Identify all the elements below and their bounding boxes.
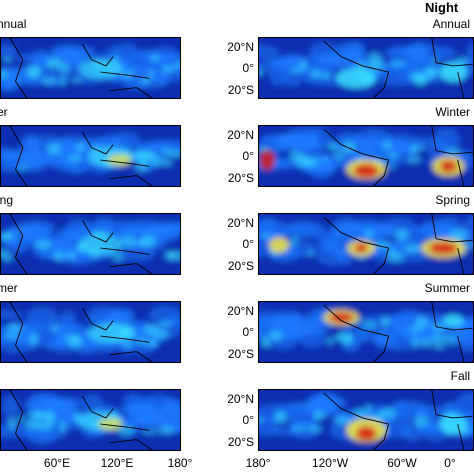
left-coastline-4 bbox=[9, 302, 153, 362]
right-lon-label-4: 0° bbox=[444, 456, 456, 470]
left-panel-title-1: nnual bbox=[0, 17, 27, 31]
lat-label-5-2: 0° bbox=[242, 413, 254, 427]
lat-label-5-3: 20°S bbox=[227, 435, 254, 449]
right-coastline-5 bbox=[323, 390, 473, 450]
left-coastline-5 bbox=[9, 390, 153, 450]
lat-label-3-1: 20°N bbox=[227, 216, 254, 230]
left-heatmap-5 bbox=[1, 390, 180, 450]
left-map-panel-5 bbox=[0, 389, 181, 451]
left-map-panel-4 bbox=[0, 301, 181, 363]
right-heatmap-5 bbox=[259, 390, 473, 450]
left-map-panel-3 bbox=[0, 213, 181, 275]
lat-label-1-2: 0° bbox=[242, 61, 254, 75]
lat-label-2-3: 20°S bbox=[227, 171, 254, 185]
left-lon-label-1: 60°E bbox=[43, 456, 71, 470]
lat-label-3-2: 0° bbox=[242, 237, 254, 251]
left-heatmap-3 bbox=[1, 214, 180, 274]
left-lon-label-3: 180° bbox=[167, 456, 193, 470]
left-coastline-1 bbox=[9, 38, 153, 98]
lat-label-4-2: 0° bbox=[242, 325, 254, 339]
left-heatmap-4 bbox=[1, 302, 180, 362]
right-column-title: Night bbox=[425, 0, 459, 15]
right-coastline-2 bbox=[323, 126, 473, 186]
left-panel-title-3: ing bbox=[0, 193, 14, 207]
lat-label-2-1: 20°N bbox=[227, 128, 254, 142]
right-map-panel-5 bbox=[258, 389, 474, 451]
lat-label-5-1: 20°N bbox=[227, 392, 254, 406]
left-coastline-2 bbox=[9, 126, 153, 186]
left-heatmap-1 bbox=[1, 38, 180, 98]
right-coastline-3 bbox=[323, 214, 473, 274]
lat-label-1-1: 20°N bbox=[227, 40, 254, 54]
right-heatmap-1 bbox=[259, 38, 473, 98]
right-coastline-1 bbox=[323, 38, 473, 98]
left-lon-label-2: 120°E bbox=[100, 456, 134, 470]
right-panel-title-1: Annual bbox=[432, 17, 470, 31]
left-coastline-3 bbox=[9, 214, 153, 274]
right-heatmap-3 bbox=[259, 214, 473, 274]
right-panel-title-5: Fall bbox=[450, 369, 470, 383]
lat-label-1-3: 20°S bbox=[227, 83, 254, 97]
right-map-panel-4 bbox=[258, 301, 474, 363]
left-map-panel-1 bbox=[0, 37, 181, 99]
right-panel-title-3: Spring bbox=[435, 193, 470, 207]
left-panel-title-2: er bbox=[0, 105, 8, 119]
lat-label-4-3: 20°S bbox=[227, 347, 254, 361]
right-coastline-4 bbox=[323, 302, 473, 362]
right-map-panel-3 bbox=[258, 213, 474, 275]
lat-label-3-3: 20°S bbox=[227, 259, 254, 273]
left-panel-title-4: mer bbox=[0, 281, 18, 295]
right-heatmap-4 bbox=[259, 302, 473, 362]
right-lon-label-1: 180° bbox=[245, 456, 271, 470]
right-heatmap-2 bbox=[259, 126, 473, 186]
right-map-panel-1 bbox=[258, 37, 474, 99]
left-heatmap-2 bbox=[1, 126, 180, 186]
lat-label-2-2: 0° bbox=[242, 149, 254, 163]
left-map-panel-2 bbox=[0, 125, 181, 187]
right-lon-label-3: 60°W bbox=[387, 456, 417, 470]
lat-label-4-1: 20°N bbox=[227, 304, 254, 318]
right-panel-title-4: Summer bbox=[424, 281, 470, 295]
right-map-panel-2 bbox=[258, 125, 474, 187]
right-panel-title-2: Winter bbox=[435, 105, 470, 119]
right-lon-label-2: 120°W bbox=[311, 456, 349, 470]
